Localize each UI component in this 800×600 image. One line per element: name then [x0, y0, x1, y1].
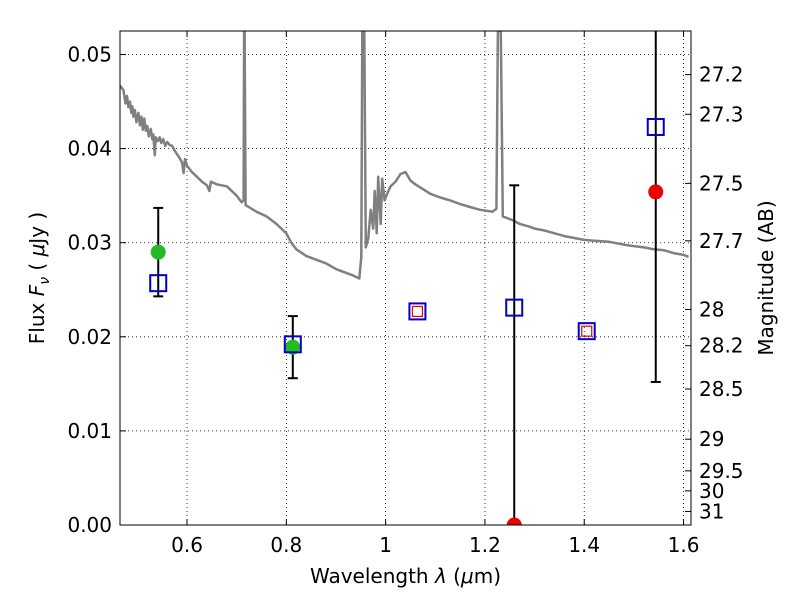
y-tick-label: 0.04: [67, 137, 112, 161]
x-tick-label: 1.2: [469, 533, 501, 557]
x-tick-label: 1: [379, 533, 392, 557]
mag-tick-label: 27.2: [699, 63, 744, 87]
model-band-inner-square: [411, 305, 424, 318]
y-tick-label: 0.03: [67, 231, 112, 255]
model-band-square: [577, 322, 596, 341]
right-axis-label: Magnitude (AB): [754, 200, 778, 355]
y-axis-label: Flux Fν ( μJy ): [25, 212, 53, 344]
mag-tick-label: 28: [699, 297, 724, 321]
y-tick-label: 0.00: [67, 513, 112, 537]
data-point: [150, 244, 166, 260]
mag-tick-label: 28.5: [699, 377, 744, 401]
mag-tick-label: 27.7: [699, 229, 744, 253]
model-band-square: [408, 302, 427, 321]
mag-tick-label: 29: [699, 427, 724, 451]
plot-frame: [119, 30, 692, 526]
mag-tick-label: 29.5: [699, 459, 744, 483]
model-band-square: [646, 117, 665, 136]
model-band-inner-square: [581, 325, 593, 337]
model-band-square: [149, 274, 168, 293]
axis-ticks: 0.6 0.8 1 1.2 1.4 1.6 0.00 0.01 0.02 0.03 0.04 0.05…: [67, 31, 744, 557]
model-spectrum-line: [120, 31, 689, 280]
x-tick-label: 1.6: [668, 533, 700, 557]
mag-tick-label: 30: [699, 479, 724, 503]
y-tick-label: 0.05: [67, 43, 112, 67]
x-tick-label: 0.6: [171, 533, 203, 557]
data-point: [648, 184, 664, 200]
x-tick-label: 0.8: [270, 533, 302, 557]
data-point: [506, 517, 522, 525]
x-axis-label: Wavelength λ (μm): [310, 564, 501, 588]
model-band-square: [505, 298, 524, 317]
x-tick-label: 1.4: [568, 533, 600, 557]
data-point: [285, 339, 301, 355]
model-band-square: [283, 335, 302, 354]
mag-tick-label: 31: [699, 499, 724, 523]
y-tick-label: 0.02: [67, 325, 112, 349]
mag-tick-label: 27.3: [699, 102, 744, 126]
mag-tick-label: 28.2: [699, 334, 744, 358]
y-tick-label: 0.01: [67, 419, 112, 443]
plot-area: [120, 31, 689, 525]
mag-tick-label: 27.5: [699, 171, 744, 195]
